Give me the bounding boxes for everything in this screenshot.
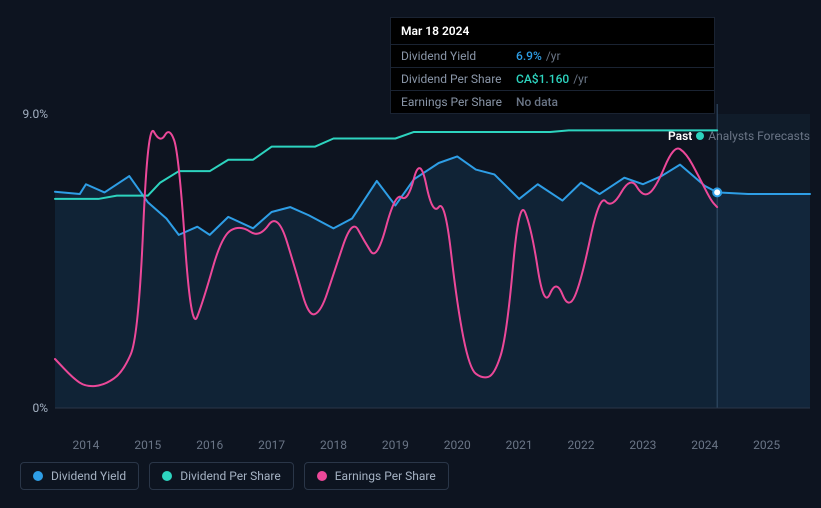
tooltip-row: Dividend Yield6.9% /yr (391, 44, 714, 67)
x-axis-label: 2019 (382, 438, 409, 452)
tooltip-row-value: 6.9% (516, 49, 542, 63)
tooltip-row: Dividend Per ShareCA$1.160/yr (391, 67, 714, 90)
x-axis-label: 2024 (691, 438, 718, 452)
chart-tooltip: Mar 18 2024 Dividend Yield6.9%/yrDividen… (390, 17, 715, 114)
tooltip-row: Earnings Per ShareNo data (391, 90, 714, 113)
legend-label: Dividend Per Share (180, 469, 281, 483)
legend-label: Dividend Yield (51, 469, 126, 483)
series-marker-dividend_yield (713, 188, 721, 196)
legend-dot-icon (317, 471, 327, 481)
chart-container: Mar 18 2024 Dividend Yield6.9%/yrDividen… (0, 0, 821, 508)
legend-item-earnings_per_share[interactable]: Earnings Per Share (304, 462, 449, 490)
x-axis-label: 2023 (629, 438, 656, 452)
forecast-label: Analysts Forecasts (708, 129, 810, 143)
tooltip-row-label: Earnings Per Share (401, 95, 516, 109)
x-axis-label: 2015 (134, 438, 161, 452)
legend-label: Earnings Per Share (335, 469, 436, 483)
tooltip-row-unit: /yr (546, 49, 561, 63)
x-axis-label: 2025 (753, 438, 780, 452)
tooltip-row-value: No data (516, 95, 558, 109)
past-label: Past (668, 129, 692, 143)
legend-dot-icon (33, 471, 43, 481)
x-axis-label: 2020 (444, 438, 471, 452)
x-axis-label: 2016 (196, 438, 223, 452)
x-axis-label: 2018 (320, 438, 347, 452)
tooltip-row-unit: /yr (573, 72, 588, 86)
x-axis-label: 2014 (72, 438, 99, 452)
tooltip-row-value: CA$1.160 (516, 72, 569, 86)
y-axis-label: 9.0% (23, 107, 48, 121)
legend-item-dividend_per_share[interactable]: Dividend Per Share (149, 462, 294, 490)
tooltip-row-label: Dividend Yield (401, 49, 516, 63)
x-axis-label: 2021 (506, 438, 533, 452)
x-axis-label: 2017 (258, 438, 285, 452)
past-forecast-divider: Past Analysts Forecasts (668, 129, 810, 143)
dividend-yield-area (55, 156, 810, 408)
x-axis-label: 2022 (568, 438, 595, 452)
legend-item-dividend_yield[interactable]: Dividend Yield (20, 462, 139, 490)
y-axis-label: 0% (32, 401, 48, 415)
chart-legend: Dividend Yield Dividend Per Share Earnings… (20, 462, 449, 490)
legend-dot-icon (162, 471, 172, 481)
forecast-dot-icon (696, 132, 704, 140)
tooltip-row-label: Dividend Per Share (401, 72, 516, 86)
tooltip-date: Mar 18 2024 (391, 18, 714, 44)
